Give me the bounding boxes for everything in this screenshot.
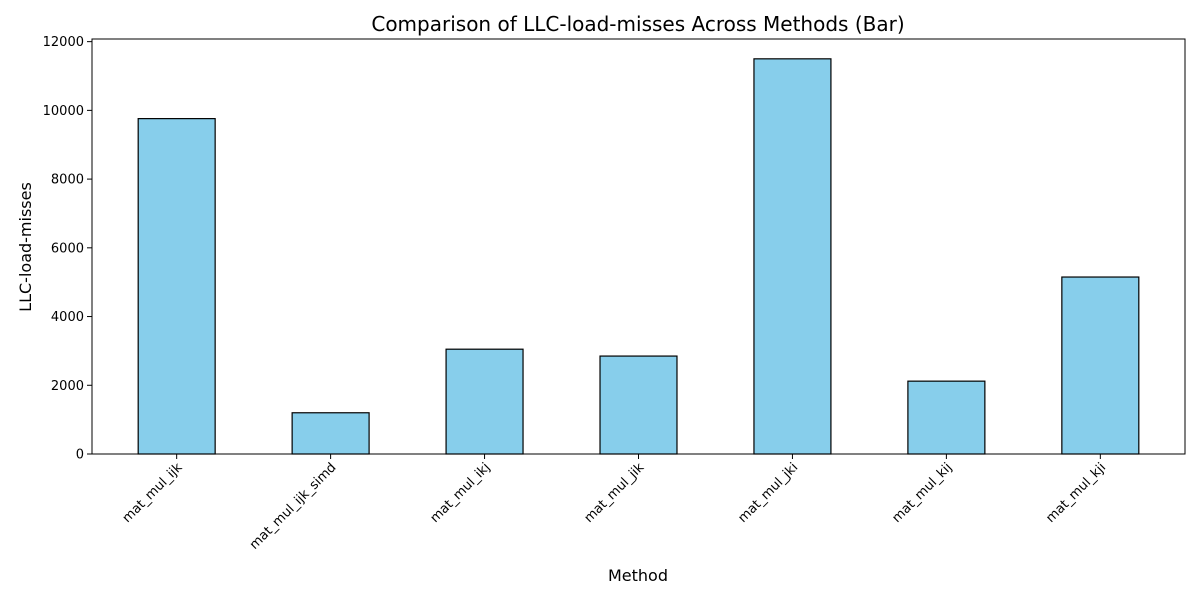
y-axis-label: LLC-load-misses xyxy=(16,182,35,312)
x-tick-label: mat_mul_kji xyxy=(1043,460,1109,526)
x-tick-label: mat_mul_kij xyxy=(889,460,955,526)
x-axis-label: Method xyxy=(608,566,668,585)
y-axis-ticks: 0 2000 4000 6000 8000 10000 12000 xyxy=(43,35,92,463)
chart-title: Comparison of LLC-load-misses Across Met… xyxy=(371,12,904,36)
bar-mat_mul_ijk_simd xyxy=(291,412,370,455)
bars-group xyxy=(137,58,1140,455)
y-tick-label: 10000 xyxy=(43,104,84,119)
bar-mat_mul_jki xyxy=(753,58,832,455)
bar-mat_mul_ijk xyxy=(137,118,216,455)
bar-mat_mul_jik xyxy=(599,355,678,455)
y-tick-label: 12000 xyxy=(43,35,84,50)
x-tick-label: mat_mul_ikj xyxy=(428,460,494,526)
x-tick-label: mat_mul_jki xyxy=(736,460,802,526)
x-tick-label: mat_mul_ijk xyxy=(120,460,186,526)
x-tick-label: mat_mul_ijk_simd xyxy=(247,460,339,552)
bar-mat_mul_ikj xyxy=(445,348,524,455)
y-tick-label: 4000 xyxy=(51,310,84,325)
bar-mat_mul_kji xyxy=(1061,276,1140,455)
x-axis-ticks: mat_mul_ijk mat_mul_ijk_simd mat_mul_ikj ma… xyxy=(120,454,1109,553)
y-tick-label: 2000 xyxy=(51,379,84,394)
y-tick-label: 6000 xyxy=(51,241,84,256)
bar-mat_mul_kij xyxy=(907,380,986,455)
x-tick-label: mat_mul_jik xyxy=(582,460,648,526)
y-tick-label: 8000 xyxy=(51,173,84,188)
y-tick-label: 0 xyxy=(76,448,84,463)
plot-frame xyxy=(91,38,1186,455)
